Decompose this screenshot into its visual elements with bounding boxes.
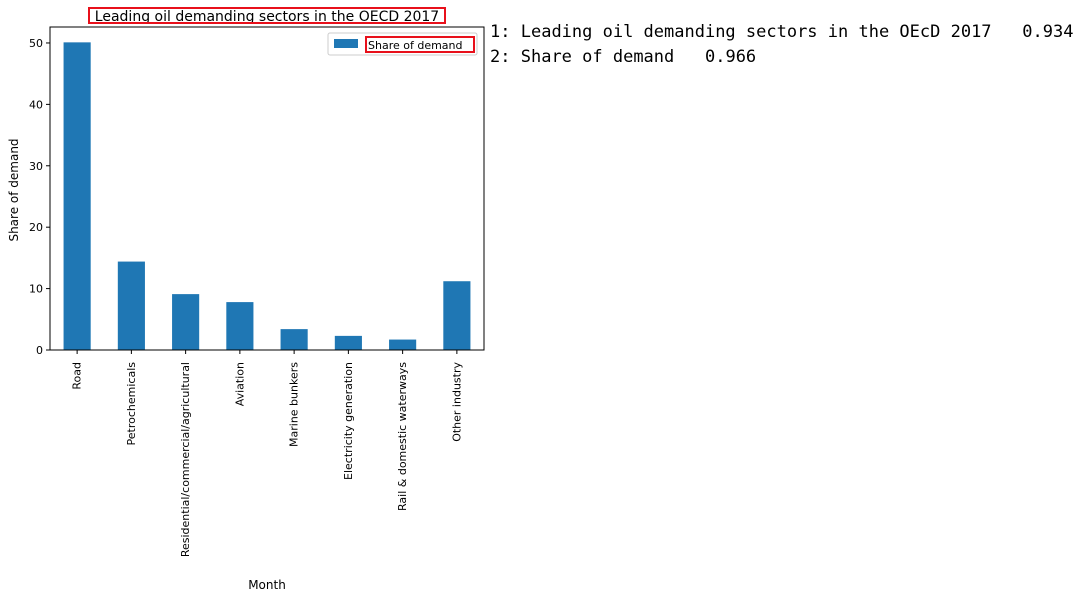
y-axis-label: Share of demand xyxy=(7,138,21,241)
x-tick-label: Aviation xyxy=(233,362,246,406)
title-highlight-box xyxy=(88,7,446,24)
bars-group xyxy=(63,42,471,350)
legend-label: Share of demand xyxy=(368,39,463,52)
ocr-result-2: 2: Share of demand 0.966 xyxy=(490,45,1085,70)
bar xyxy=(389,339,417,350)
x-tick-label: Road xyxy=(71,362,84,390)
bar xyxy=(172,294,200,350)
x-axis-ticks: Road Petrochemicals Residential/commercial… xyxy=(71,350,463,557)
y-tick-label: 40 xyxy=(29,98,43,111)
x-tick-label: Marine bunkers xyxy=(288,362,301,447)
legend-highlight-box xyxy=(365,36,475,53)
y-tick-label: 30 xyxy=(29,160,43,173)
plot-area xyxy=(49,26,485,351)
ocr-score: 0.934 xyxy=(1022,22,1074,42)
bar xyxy=(443,281,471,350)
x-tick-label: Residential/commercial/agricultural xyxy=(179,362,192,557)
bar xyxy=(63,42,91,350)
bar-chart: 0 10 20 30 40 50 Road Petrochemicals Residentia… xyxy=(7,7,485,592)
legend: Share of demand xyxy=(327,32,478,56)
x-tick-label: Other industry xyxy=(450,362,463,442)
ocr-index: 2: xyxy=(490,47,511,67)
y-tick-label: 0 xyxy=(36,344,43,357)
y-tick-label: 20 xyxy=(29,221,43,234)
bar xyxy=(334,335,362,350)
x-tick-label: Petrochemicals xyxy=(125,362,138,446)
bar xyxy=(117,261,145,350)
bar xyxy=(280,329,308,350)
ocr-text: Share of demand xyxy=(520,47,675,67)
legend-swatch xyxy=(334,39,358,48)
x-tick-label: Electricity generation xyxy=(342,362,355,480)
ocr-score: 0.966 xyxy=(704,47,757,67)
bar xyxy=(226,302,254,350)
chart-title: Leading oil demanding sectors in the OEC… xyxy=(95,9,439,25)
ocr-index: 1: xyxy=(490,22,511,42)
y-tick-label: 50 xyxy=(29,37,43,50)
x-tick-label: Rail & domestic waterways xyxy=(396,362,409,511)
ocr-result-1: 1: Leading oil demanding sectors in the … xyxy=(490,20,1085,45)
x-axis-label: Month xyxy=(248,578,286,592)
y-axis-ticks: 0 10 20 30 40 50 xyxy=(29,37,50,357)
y-tick-label: 10 xyxy=(29,283,43,296)
ocr-text: Leading oil demanding sectors in the OEc… xyxy=(520,22,992,42)
ocr-results-panel: 1: Leading oil demanding sectors in the … xyxy=(490,20,1085,70)
axes-frame xyxy=(49,26,485,351)
